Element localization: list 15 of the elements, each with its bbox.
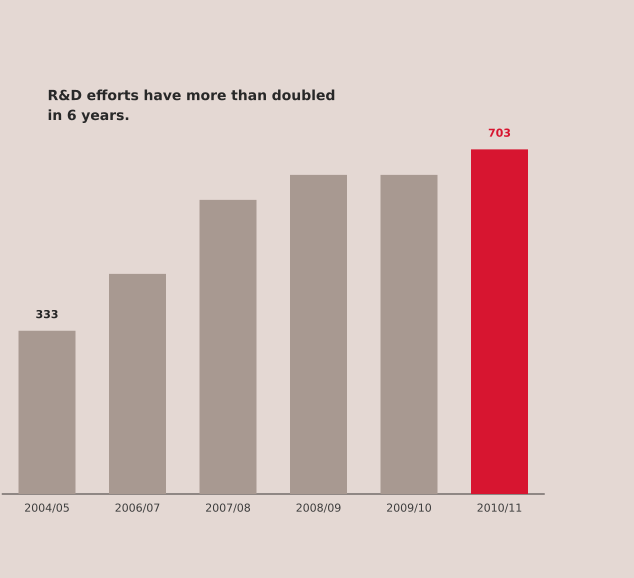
- bar: [471, 149, 528, 494]
- bar: [380, 174, 438, 494]
- chart-title: R&D efforts have more than doubled in 6 years.: [48, 90, 334, 124]
- data-label: 703: [488, 128, 510, 137]
- x-tick-label: 2006/07: [116, 504, 160, 513]
- x-tick-label: 2004/05: [25, 504, 69, 513]
- x-tick-label: 2010/11: [478, 504, 522, 513]
- x-tick-label: 2007/08: [206, 504, 250, 513]
- bar: [290, 174, 348, 494]
- x-tick-label: 2008/09: [296, 504, 340, 513]
- bar: [18, 330, 76, 494]
- bar: [200, 200, 257, 494]
- bar: [109, 274, 166, 494]
- x-tick-label: 2009/10: [387, 504, 432, 513]
- data-label: 333: [36, 310, 58, 318]
